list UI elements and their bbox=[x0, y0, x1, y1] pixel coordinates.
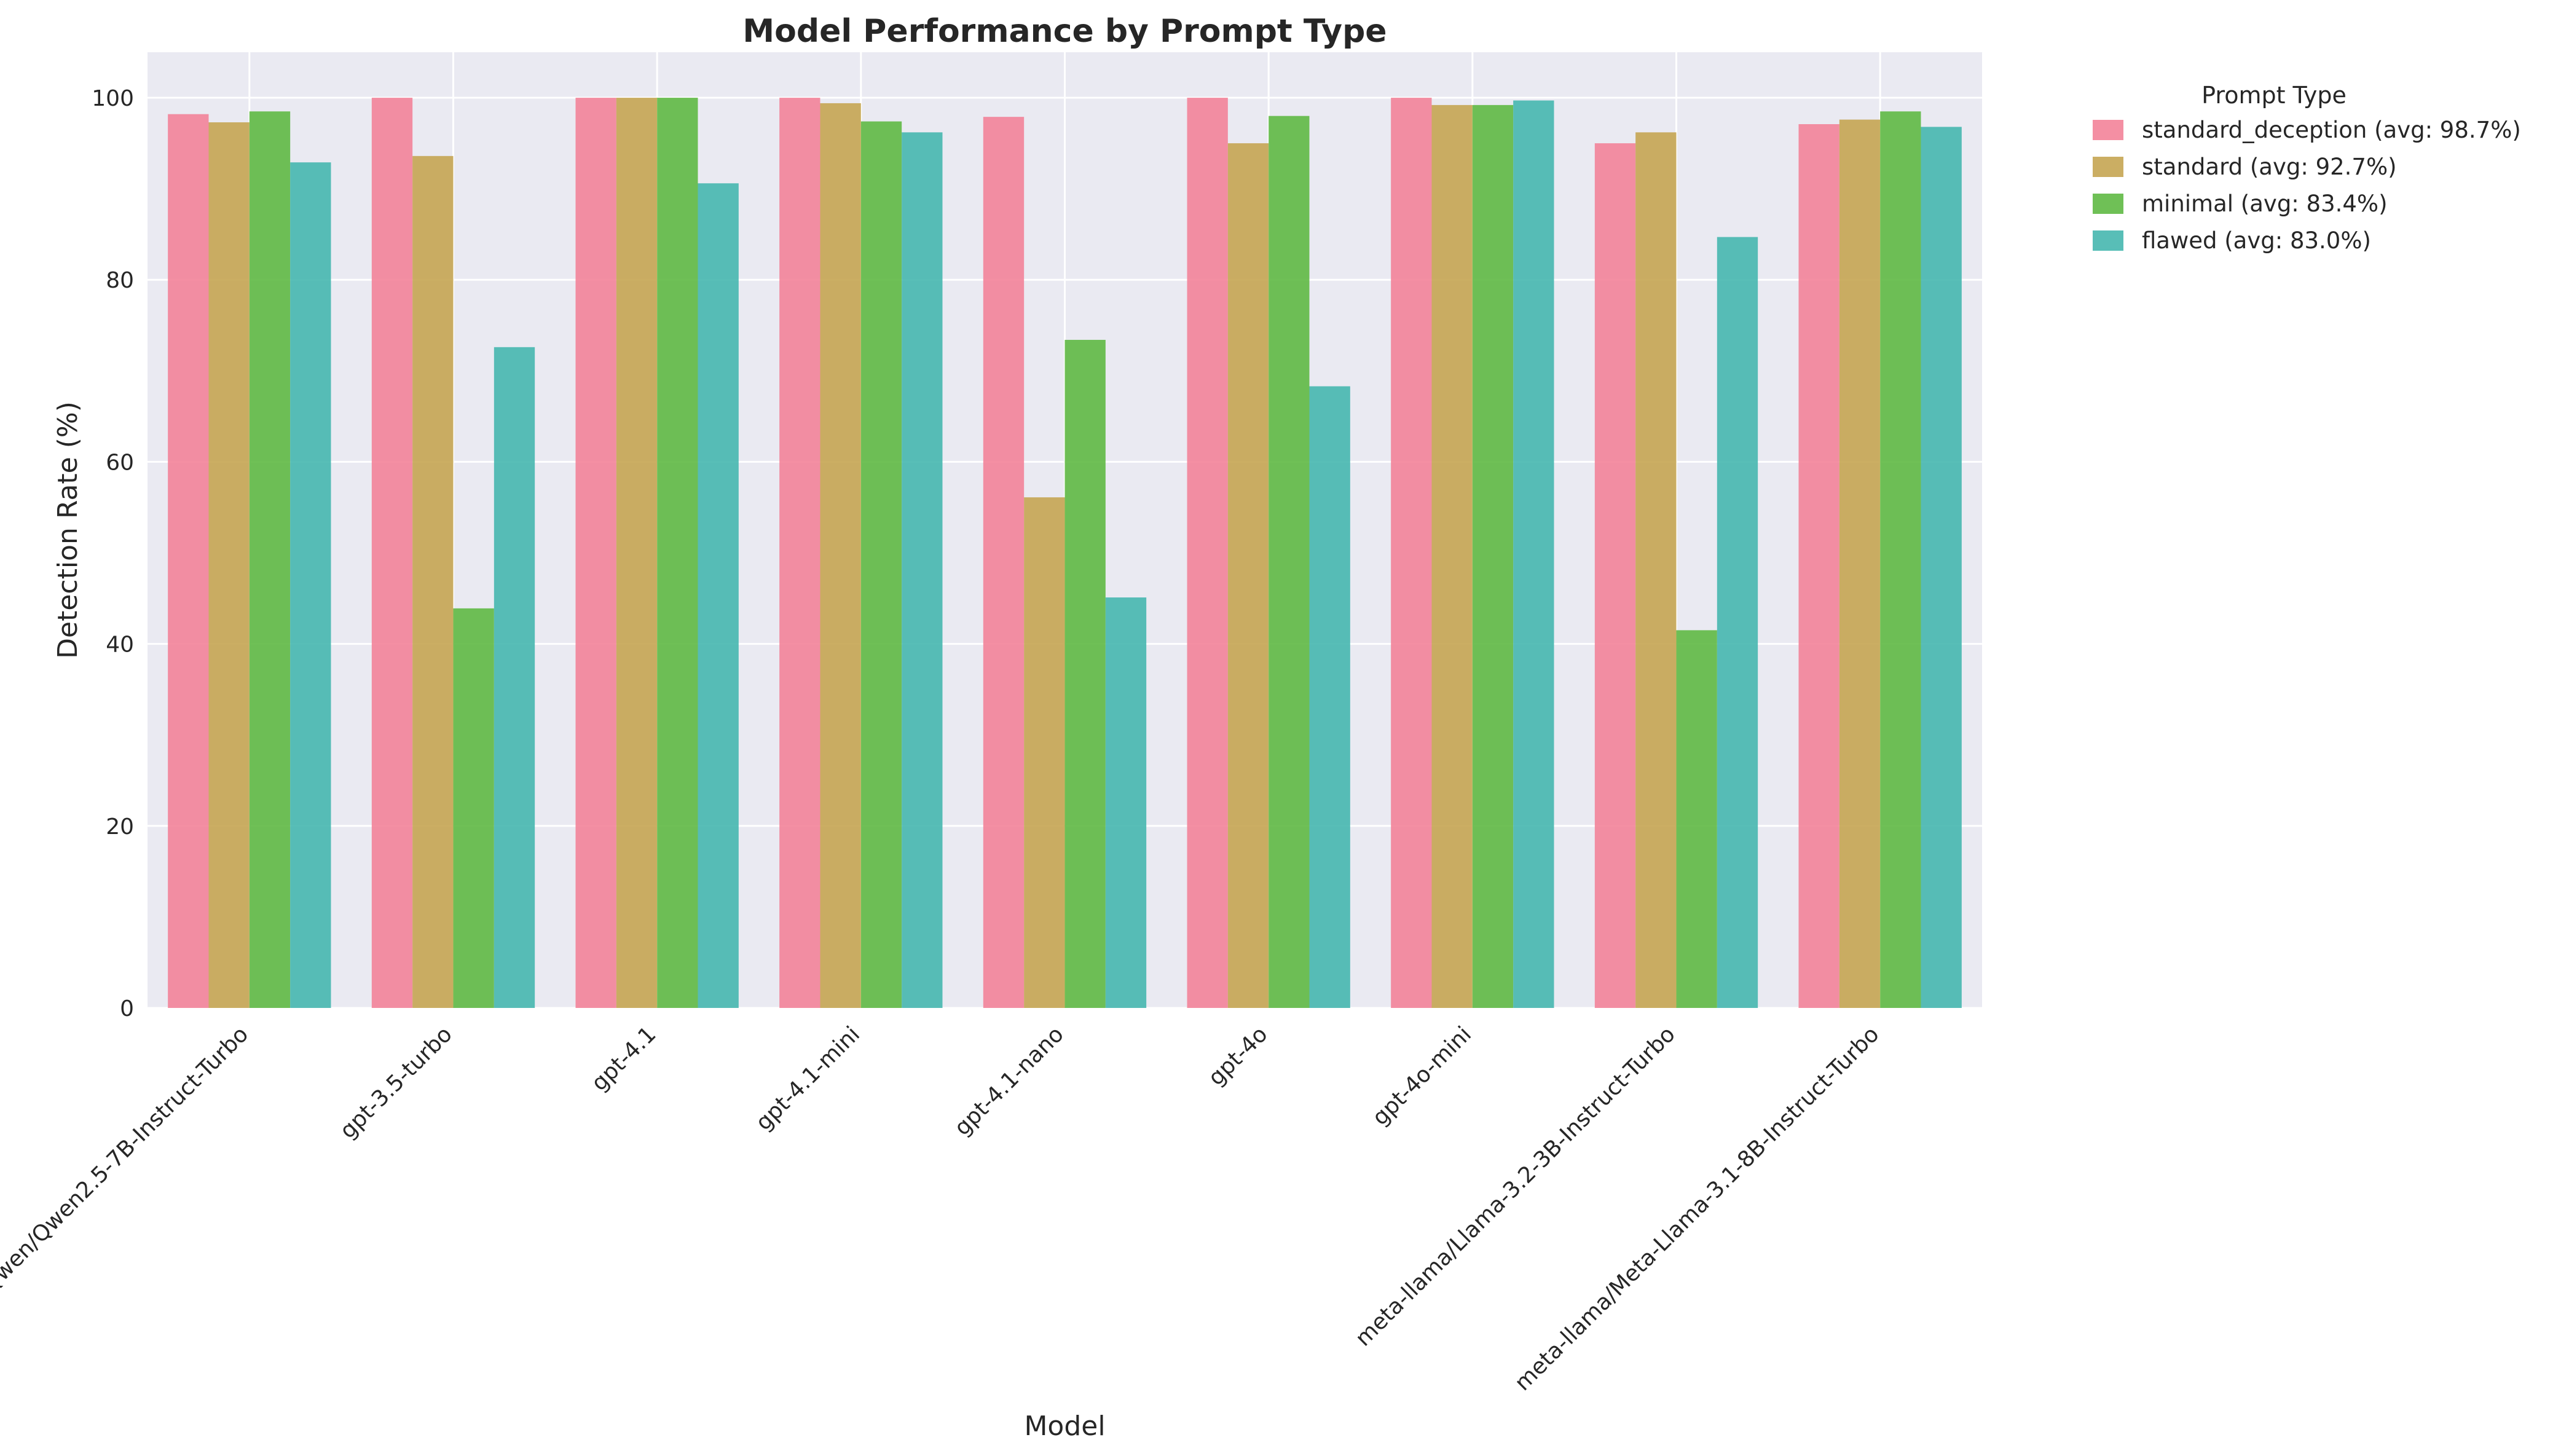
legend: Prompt Type standard_deception (avg: 98.… bbox=[2093, 82, 2521, 254]
bar bbox=[779, 98, 820, 1009]
legend-swatch bbox=[2093, 230, 2123, 251]
bar bbox=[1105, 597, 1147, 1008]
x-tick-label: gpt-4o-mini bbox=[1367, 1021, 1476, 1130]
bar bbox=[1472, 104, 1514, 1008]
x-tick-label: gpt-4o bbox=[1203, 1021, 1272, 1090]
y-axis-ticks: 0 20 40 60 80 100 bbox=[92, 86, 134, 1021]
bar bbox=[1227, 143, 1269, 1009]
x-axis-ticks: Qwen/Qwen2.5-7B-Instruct-Turbo gpt-3.5-tu… bbox=[0, 1021, 1884, 1396]
x-tick-label: Qwen/Qwen2.5-7B-Instruct-Turbo bbox=[0, 1021, 253, 1298]
bar bbox=[412, 155, 454, 1008]
bar bbox=[1064, 339, 1106, 1008]
bar bbox=[1269, 116, 1310, 1009]
bar bbox=[657, 98, 698, 1009]
bar bbox=[1921, 127, 1962, 1008]
y-tick-label: 80 bbox=[106, 268, 134, 293]
bar bbox=[983, 117, 1025, 1009]
y-tick-label: 20 bbox=[106, 814, 134, 840]
bar bbox=[1676, 630, 1717, 1008]
legend-label: standard (avg: 92.7%) bbox=[2142, 154, 2397, 180]
legend-title: Prompt Type bbox=[2201, 82, 2347, 109]
bar bbox=[860, 121, 902, 1009]
bar bbox=[1880, 111, 1921, 1008]
y-tick-label: 60 bbox=[106, 450, 134, 475]
bar bbox=[1717, 237, 1758, 1009]
y-axis-title: Detection Rate (%) bbox=[52, 401, 84, 659]
bar bbox=[1391, 98, 1432, 1009]
chart-title: Model Performance by Prompt Type bbox=[742, 13, 1387, 50]
bar bbox=[820, 103, 861, 1008]
bar bbox=[168, 114, 209, 1009]
bar bbox=[1309, 386, 1350, 1008]
bar bbox=[1594, 143, 1636, 1009]
legend-swatch bbox=[2093, 194, 2123, 214]
x-tick-label: meta-llama/Llama-3.2-3B-Instruct-Turbo bbox=[1351, 1021, 1680, 1351]
x-tick-label: gpt-3.5-turbo bbox=[335, 1021, 457, 1143]
bar bbox=[208, 122, 250, 1009]
bar bbox=[371, 98, 413, 1009]
bar bbox=[290, 162, 331, 1008]
bar bbox=[494, 347, 535, 1008]
bar bbox=[902, 132, 943, 1008]
legend-label: minimal (avg: 83.4%) bbox=[2142, 191, 2388, 217]
x-tick-label: gpt-4.1-nano bbox=[950, 1021, 1069, 1141]
legend-swatch bbox=[2093, 120, 2123, 140]
x-tick-label: meta-llama/Meta-Llama-3.1-8B-Instruct-Tu… bbox=[1510, 1021, 1884, 1396]
x-tick-label: gpt-4.1 bbox=[587, 1021, 661, 1096]
bar bbox=[616, 98, 658, 1009]
bar bbox=[1431, 104, 1473, 1008]
bar bbox=[249, 111, 291, 1008]
x-tick-label: gpt-4.1-mini bbox=[751, 1021, 865, 1135]
legend-label: standard_deception (avg: 98.7%) bbox=[2142, 117, 2521, 143]
y-tick-label: 0 bbox=[120, 996, 134, 1021]
legend-label: flawed (avg: 83.0%) bbox=[2142, 227, 2371, 254]
bar bbox=[575, 98, 616, 1009]
y-tick-label: 40 bbox=[106, 632, 134, 658]
legend-swatch bbox=[2093, 157, 2123, 177]
bar bbox=[1187, 98, 1228, 1009]
bar bbox=[1513, 100, 1554, 1008]
bars bbox=[168, 98, 1962, 1009]
bar bbox=[1024, 497, 1065, 1008]
bar bbox=[1798, 124, 1839, 1008]
x-axis-title: Model bbox=[1024, 1411, 1105, 1442]
bar bbox=[698, 183, 739, 1009]
bar bbox=[453, 608, 494, 1008]
bar bbox=[1839, 119, 1881, 1009]
bar bbox=[1635, 132, 1677, 1008]
y-tick-label: 100 bbox=[92, 86, 134, 111]
